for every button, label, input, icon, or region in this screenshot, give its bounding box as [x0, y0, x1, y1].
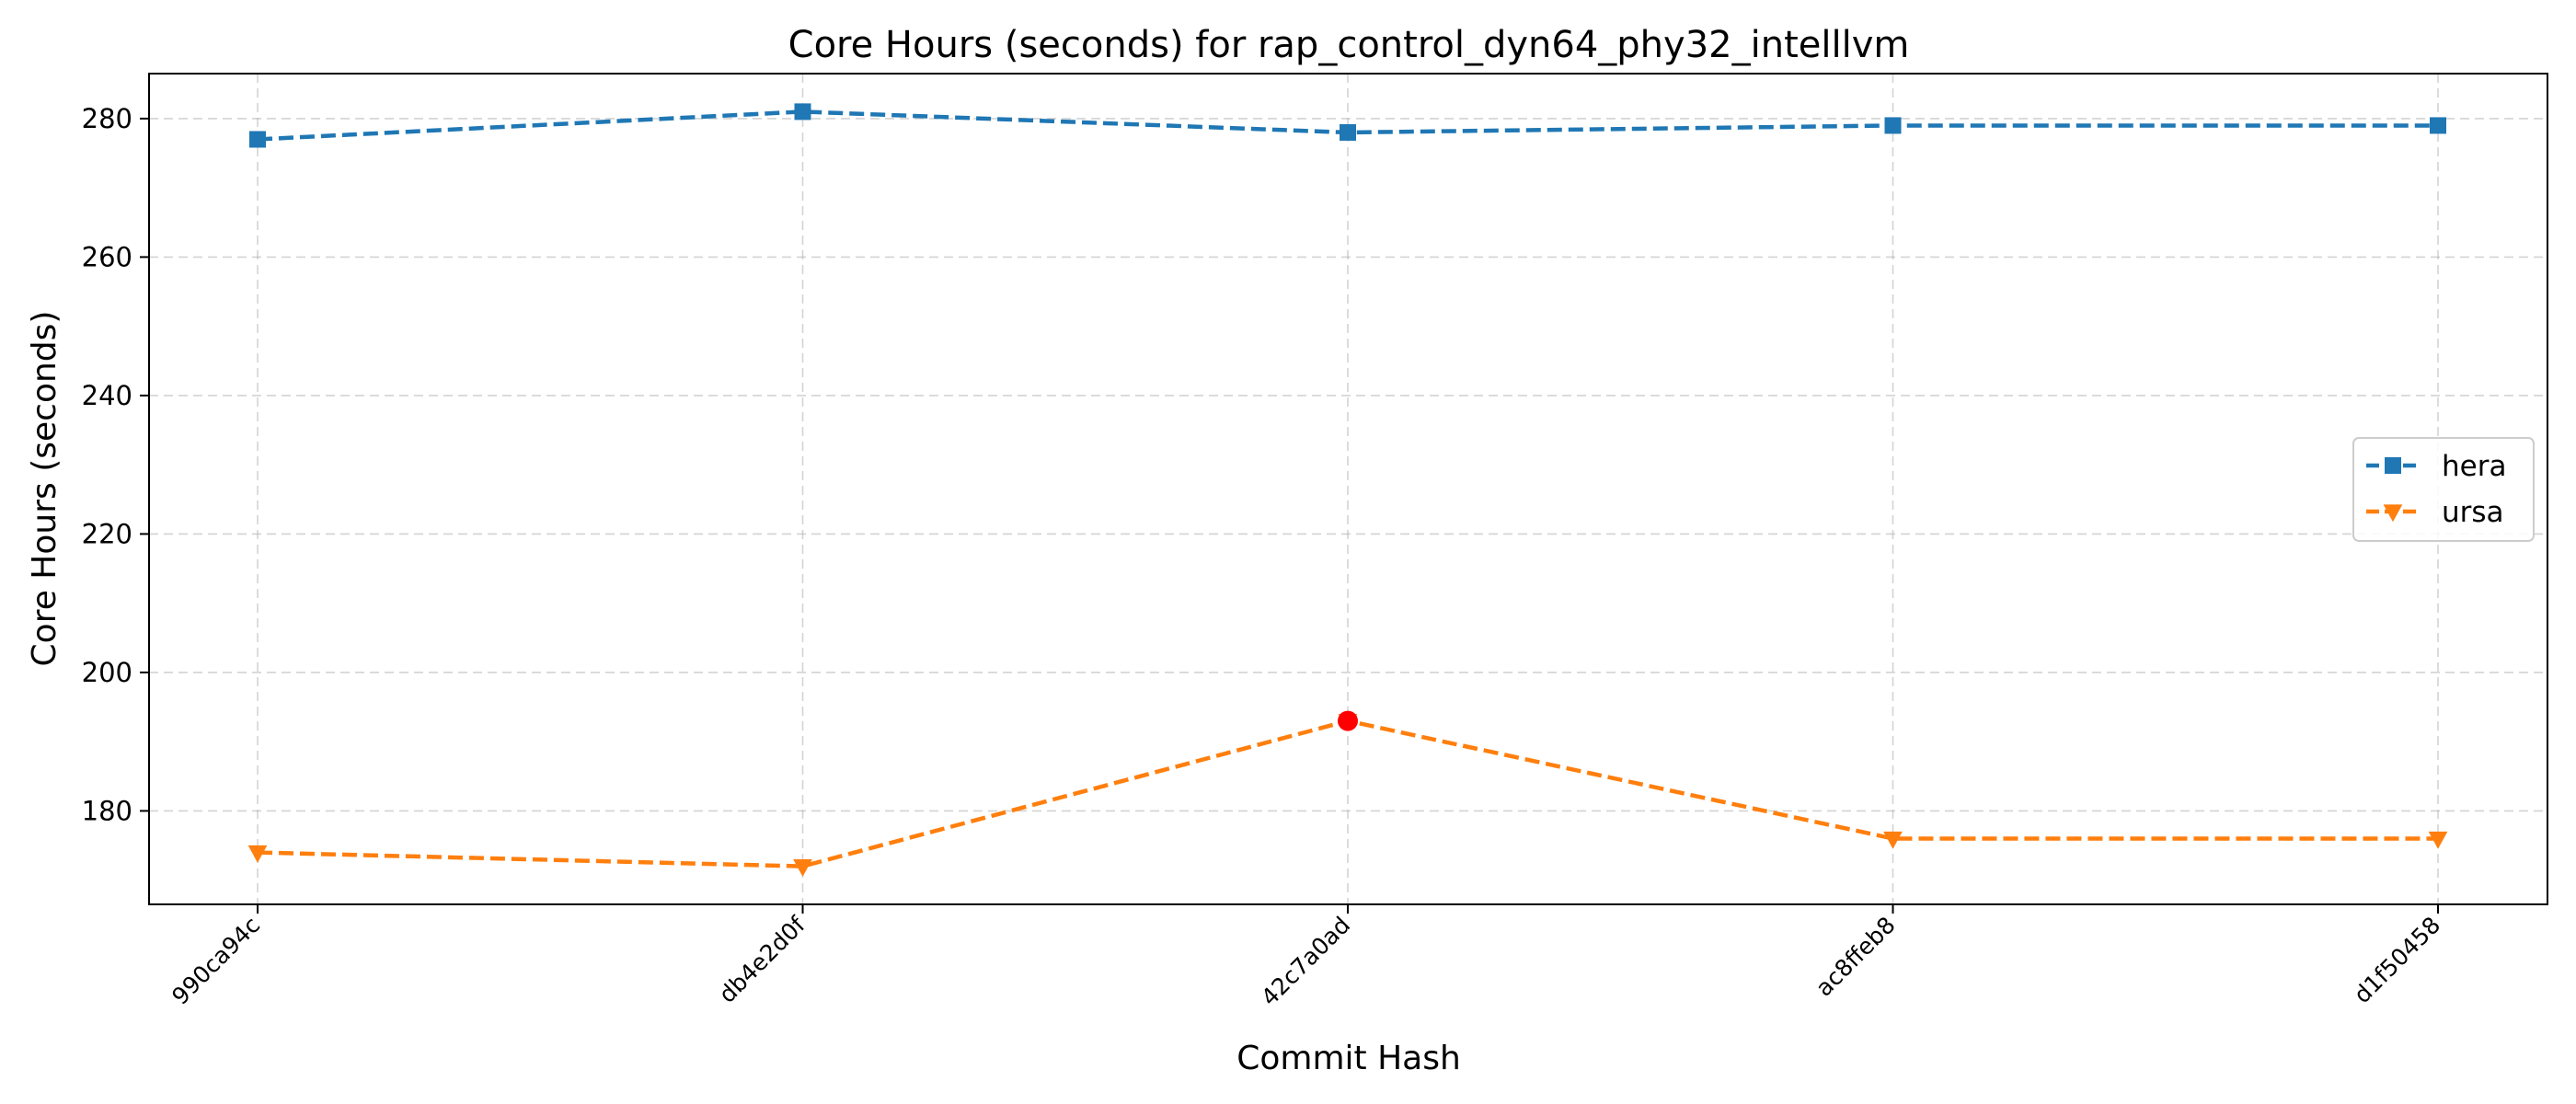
chart-title: Core Hours (seconds) for rap_control_dyn… [788, 24, 1910, 66]
legend-marker-hera [2385, 457, 2401, 474]
data-point-ursa [1883, 831, 1903, 849]
grid [149, 74, 2547, 904]
x-tick-label: 42c7a0ad [1256, 912, 1355, 1011]
x-tick-label: ac8ffeb8 [1811, 912, 1901, 1002]
x-axis: 990ca94c db4e2d0f 42c7a0ad ac8ffeb8 d1f50458 [167, 904, 2445, 1011]
y-tick-label: 180 [82, 795, 132, 826]
data-point-hera [249, 131, 266, 148]
x-tick-label: d1f50458 [2349, 912, 2445, 1008]
data-point-hera [794, 103, 811, 121]
legend-marker-ursa [2383, 504, 2403, 523]
x-tick-label: 990ca94c [167, 912, 265, 1010]
data-point-hera [2430, 117, 2446, 134]
y-tick-label: 280 [82, 103, 132, 134]
y-tick-label: 200 [82, 657, 132, 688]
series-hera [249, 103, 2446, 148]
data-point-hera [1340, 123, 1356, 141]
y-axis-label: Core Hours (seconds) [26, 311, 63, 667]
data-point-ursa [793, 858, 812, 877]
x-tick-label: db4e2d0f [714, 911, 811, 1008]
legend-label-ursa: ursa [2442, 496, 2504, 529]
x-axis-label: Commit Hash [1236, 1040, 1461, 1077]
legend: hera ursa [2352, 437, 2535, 542]
data-point-hera [1884, 117, 1902, 134]
y-tick-label: 240 [82, 380, 132, 411]
series-layer [247, 103, 2448, 877]
y-tick-label: 220 [82, 518, 132, 549]
legend-label-hera: hera [2442, 450, 2506, 483]
y-axis: 180 200 220 240 260 280 [82, 103, 149, 826]
data-point-ursa [2428, 831, 2448, 849]
y-tick-label: 260 [82, 241, 132, 272]
data-point-ursa [247, 845, 268, 863]
highlight-point [1338, 710, 1358, 731]
